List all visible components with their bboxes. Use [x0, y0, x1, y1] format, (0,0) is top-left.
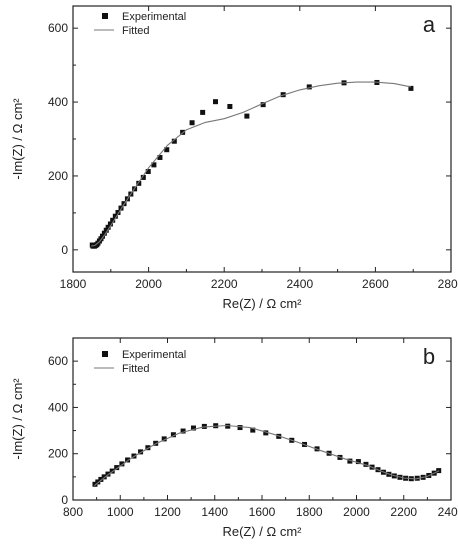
- data-point: [99, 233, 105, 239]
- x-tick-label: 1600: [249, 505, 276, 519]
- x-tick-label: 2000: [343, 505, 370, 519]
- data-point: [110, 217, 116, 223]
- data-point: [157, 154, 163, 160]
- data-point: [189, 120, 195, 126]
- y-tick-label: 600: [48, 21, 68, 35]
- legend-label: Experimental: [122, 349, 186, 361]
- data-point: [171, 138, 177, 144]
- data-point: [227, 103, 233, 109]
- data-point: [105, 224, 111, 230]
- series-experimental: [89, 79, 414, 249]
- y-tick-label: 600: [48, 354, 68, 368]
- x-tick-label: 2000: [135, 277, 162, 291]
- y-axis-title: -Im(Z) / Ω cm²: [10, 378, 25, 460]
- data-point: [138, 449, 144, 455]
- data-point: [151, 162, 157, 168]
- x-tick-label: 2600: [362, 277, 389, 291]
- data-point: [263, 430, 269, 436]
- data-point: [98, 476, 104, 482]
- y-tick-label: 400: [48, 400, 68, 414]
- data-point: [115, 210, 121, 216]
- legend-label: Fitted: [122, 363, 150, 375]
- data-point: [355, 459, 361, 465]
- data-point: [201, 423, 207, 429]
- data-point: [145, 169, 151, 175]
- y-tick-label: 0: [61, 493, 68, 507]
- x-tick-label: 1200: [154, 505, 181, 519]
- data-point: [225, 423, 231, 429]
- y-tick-label: 200: [48, 447, 68, 461]
- fitted-line: [93, 424, 440, 487]
- y-axis-title: -Im(Z) / Ω cm²: [10, 98, 25, 180]
- legend-marker-swatch: [102, 13, 108, 19]
- data-point: [170, 432, 176, 438]
- data-point: [112, 213, 118, 219]
- data-point: [363, 461, 369, 467]
- data-point: [260, 102, 266, 108]
- data-point: [125, 457, 131, 463]
- data-point: [92, 481, 98, 487]
- x-tick-label: 1800: [296, 505, 323, 519]
- y-tick-label: 0: [61, 243, 68, 257]
- series-fitted: [91, 81, 412, 247]
- data-point: [244, 113, 250, 119]
- y-tick-label: 200: [48, 169, 68, 183]
- data-point: [161, 436, 167, 442]
- panel-letter: a: [423, 12, 436, 37]
- panel-b: 800 1000 1200 1400 1600 1800 2000 2200 2400 0 200 4…: [10, 337, 458, 539]
- data-point: [306, 84, 312, 90]
- x-tick-label: 2200: [211, 277, 238, 291]
- data-point: [107, 221, 113, 227]
- data-point: [95, 479, 101, 485]
- data-point: [213, 99, 219, 105]
- x-tick-label: 2400: [286, 277, 313, 291]
- data-point: [200, 109, 206, 115]
- x-tick-label: 2200: [390, 505, 417, 519]
- data-point: [98, 236, 104, 242]
- legend-label: Fitted: [122, 25, 150, 37]
- x-tick-label: 1800: [60, 277, 87, 291]
- data-point: [101, 474, 107, 480]
- plot-frame: [72, 5, 452, 273]
- x-tick-label: 1400: [201, 505, 228, 519]
- series-fitted: [93, 424, 440, 487]
- fitted-line: [91, 81, 412, 247]
- data-point: [145, 445, 151, 451]
- data-point: [164, 147, 170, 153]
- x-tick-label: 2400: [438, 505, 458, 519]
- data-point: [114, 465, 120, 471]
- y-tick-label: 400: [48, 95, 68, 109]
- legend-label: Experimental: [122, 11, 186, 23]
- x-tick-label: 800: [63, 505, 83, 519]
- data-point: [190, 425, 196, 431]
- data-point: [101, 230, 107, 236]
- data-point: [105, 471, 111, 477]
- panel-letter: b: [423, 344, 435, 369]
- data-point: [237, 425, 243, 431]
- x-axis-title: Re(Z) / Ω cm²: [222, 524, 302, 539]
- x-axis-title: Re(Z) / Ω cm²: [222, 296, 302, 311]
- x-tick-label: 1000: [107, 505, 134, 519]
- data-point: [136, 180, 142, 186]
- data-point: [180, 428, 186, 434]
- legend-marker-swatch: [102, 351, 108, 357]
- data-point: [408, 85, 414, 91]
- data-point: [109, 468, 115, 474]
- data-point: [103, 227, 109, 233]
- data-point: [119, 461, 125, 467]
- data-point: [250, 427, 256, 433]
- data-point: [140, 174, 146, 180]
- data-point: [347, 458, 353, 464]
